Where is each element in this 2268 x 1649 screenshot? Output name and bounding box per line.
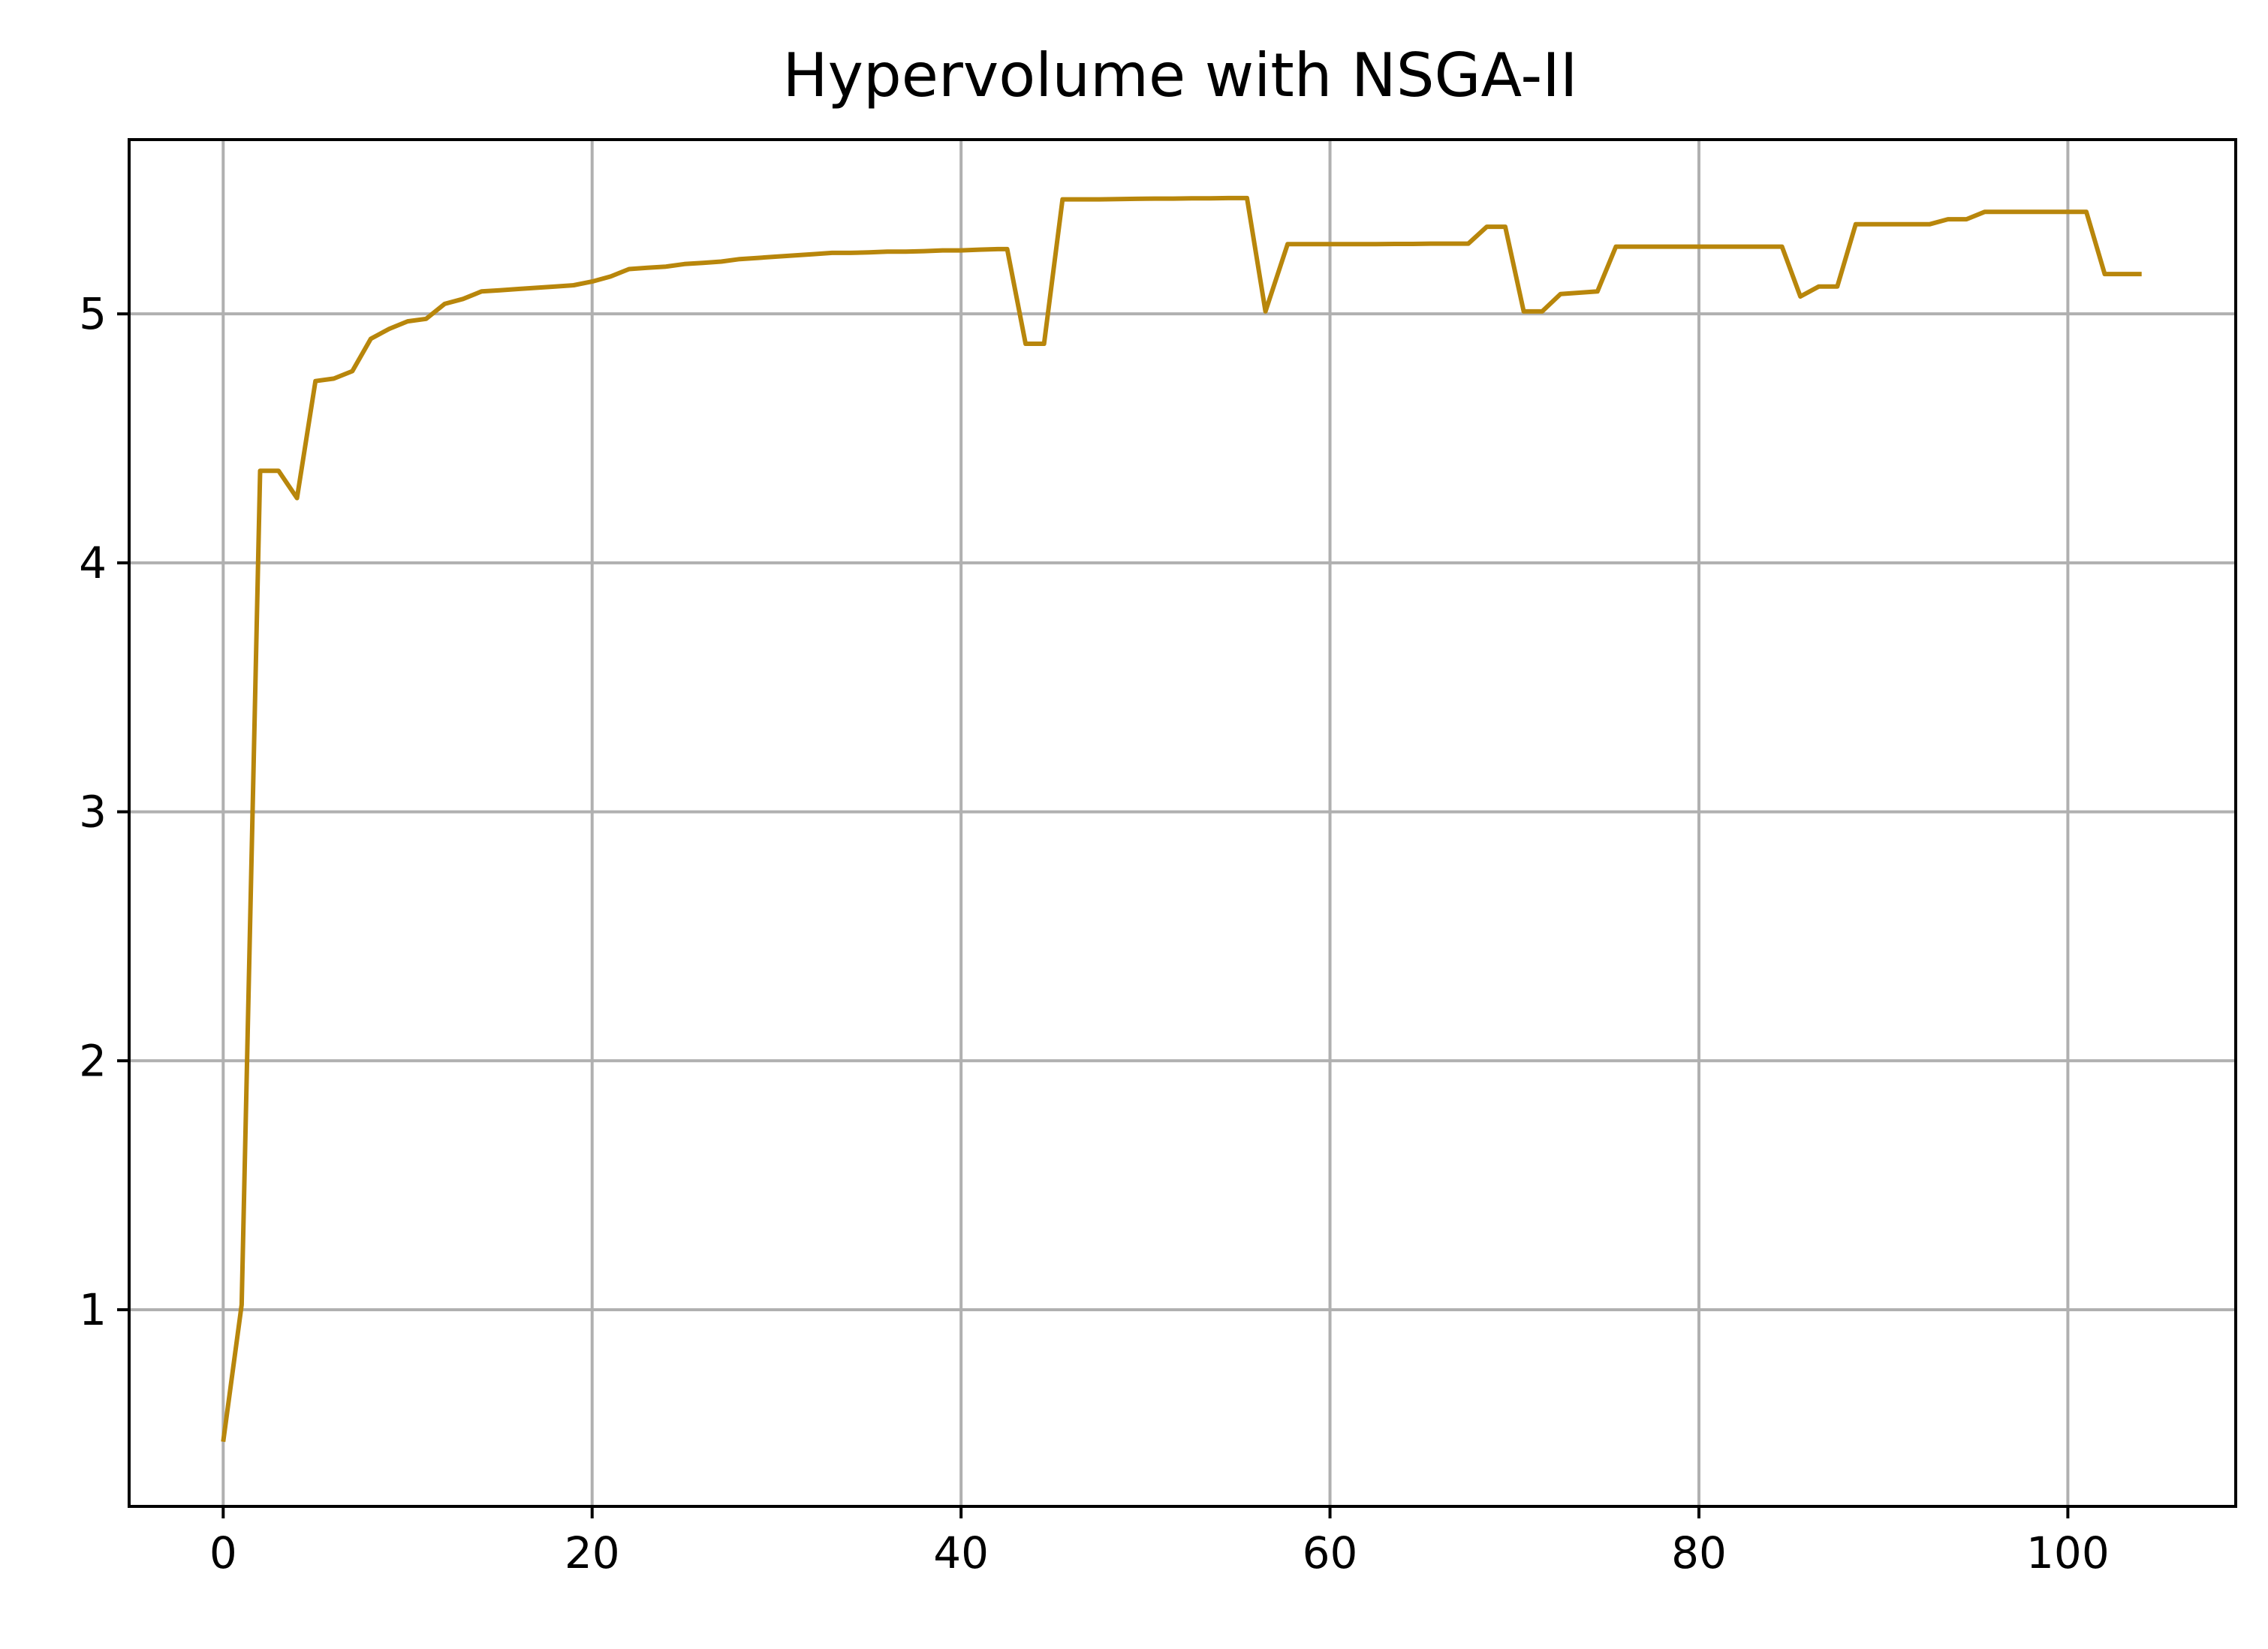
x-tick-label: 0 (209, 1527, 237, 1578)
x-tick-label: 100 (2026, 1527, 2110, 1578)
y-tick-label: 5 (79, 288, 107, 339)
x-tick-label: 40 (933, 1527, 989, 1578)
y-tick-label: 2 (79, 1035, 107, 1086)
series-line (221, 195, 2142, 1443)
plot-area (221, 195, 2142, 1443)
chart-title: Hypervolume with NSGA-II (783, 41, 1578, 110)
y-tick-label: 3 (79, 787, 107, 838)
plot-frame (128, 138, 2237, 1508)
x-tick-label: 80 (1671, 1527, 1727, 1578)
y-tick-label: 4 (79, 537, 107, 588)
x-tick-label: 20 (565, 1527, 620, 1578)
grid-lines (129, 140, 2236, 1506)
x-tick-label: 60 (1303, 1527, 1358, 1578)
y-tick-label: 1 (79, 1284, 107, 1335)
axis-ticks: 0 20 40 60 80 100 1 2 3 4 5 (79, 288, 2110, 1578)
